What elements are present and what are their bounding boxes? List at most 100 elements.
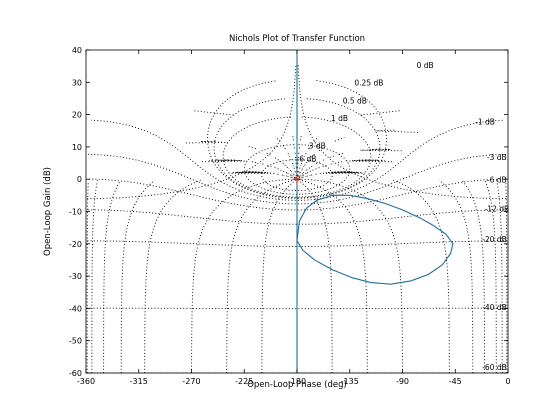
m-circle bbox=[207, 80, 387, 199]
n-contour bbox=[280, 161, 284, 165]
n-contour bbox=[318, 166, 321, 169]
grid-label: -1 dB bbox=[475, 117, 495, 126]
tick-layer: -360 -315 -270 -225 -180 -135 -90 -45 0 40 30 20 10 0… bbox=[69, 46, 511, 386]
x-tick-label: -180 bbox=[288, 377, 306, 386]
n-contour bbox=[259, 162, 264, 165]
grid-label: 1 dB bbox=[331, 114, 348, 123]
grid-label: -20 dB bbox=[482, 235, 507, 244]
n-contour bbox=[103, 180, 121, 374]
n-contour bbox=[248, 145, 256, 150]
n-contour bbox=[299, 169, 302, 174]
n-contour bbox=[311, 164, 315, 168]
n-contour bbox=[294, 169, 296, 173]
n-contour bbox=[322, 158, 327, 161]
n-contour bbox=[304, 161, 308, 166]
n-contour bbox=[194, 110, 234, 116]
grid-label: -40 dB bbox=[482, 303, 507, 312]
n-contour bbox=[279, 174, 283, 176]
grid-label: -60 dB bbox=[482, 363, 507, 372]
n-contour bbox=[298, 177, 303, 180]
n-contour bbox=[226, 178, 298, 374]
n-contour bbox=[360, 110, 400, 116]
n-contour bbox=[282, 145, 286, 150]
m-circle bbox=[86, 307, 508, 310]
chart-title: Nichols Plot of Transfer Function bbox=[229, 34, 365, 44]
n-contour bbox=[298, 175, 303, 179]
y-tick-label: 30 bbox=[72, 78, 82, 87]
n-contour bbox=[319, 171, 365, 175]
n-contour bbox=[308, 145, 312, 150]
n-contour bbox=[290, 171, 295, 175]
grid-label: 0.25 dB bbox=[354, 79, 383, 88]
x-tick-label: -315 bbox=[130, 377, 148, 386]
n-contour bbox=[229, 171, 275, 175]
n-contour bbox=[302, 176, 307, 178]
n-contour bbox=[288, 168, 292, 172]
x-tick-label: -45 bbox=[449, 377, 462, 386]
n-contour bbox=[293, 174, 297, 179]
n-contour bbox=[282, 170, 288, 174]
n-contour bbox=[300, 134, 302, 141]
y-tick-label: -40 bbox=[69, 304, 82, 313]
grid-label: 3 dB bbox=[309, 142, 326, 151]
n-contour bbox=[306, 167, 311, 171]
n-contour bbox=[318, 147, 324, 151]
y-tick-label: -20 bbox=[69, 240, 82, 249]
grid-label: 0.5 dB bbox=[343, 96, 367, 105]
n-contour bbox=[289, 156, 292, 161]
n-contour bbox=[330, 162, 335, 165]
n-contour bbox=[185, 140, 228, 144]
n-contour bbox=[296, 178, 368, 374]
n-contour bbox=[311, 174, 315, 176]
n-contour bbox=[302, 170, 307, 174]
grid-label: 0 dB bbox=[417, 61, 434, 70]
n-contour bbox=[495, 179, 503, 374]
x-tick-label: -270 bbox=[182, 377, 200, 386]
x-tick-label: 0 bbox=[505, 377, 510, 386]
n-contour bbox=[266, 152, 271, 156]
n-contour bbox=[460, 179, 485, 374]
n-contour bbox=[299, 173, 303, 177]
n-contour bbox=[311, 152, 317, 158]
grid-label: 6 dB bbox=[299, 154, 316, 163]
n-contour bbox=[287, 173, 292, 176]
x-axis-label: Open-Loop Phase (deg) bbox=[247, 380, 347, 390]
x-tick-label: -135 bbox=[341, 377, 359, 386]
n-contour bbox=[284, 164, 288, 169]
series-layer bbox=[293, 50, 454, 373]
n-contour bbox=[305, 151, 308, 155]
n-contour bbox=[292, 134, 294, 141]
y-tick-label: -30 bbox=[69, 272, 82, 281]
n-contour bbox=[273, 156, 279, 161]
n-contour bbox=[287, 176, 292, 178]
n-contour bbox=[306, 174, 311, 177]
series-line-1 bbox=[296, 194, 454, 285]
y-tick-label: -60 bbox=[69, 369, 82, 378]
n-contour bbox=[346, 159, 393, 163]
n-contour bbox=[297, 172, 300, 176]
n-contour bbox=[298, 169, 300, 173]
y-axis-label: Open-Loop Gain (dB) bbox=[43, 167, 53, 256]
n-contour bbox=[360, 148, 402, 152]
y-tick-label: 40 bbox=[72, 46, 82, 55]
n-contour bbox=[306, 170, 312, 174]
x-tick-label: -360 bbox=[77, 377, 95, 386]
n-contour bbox=[292, 164, 295, 169]
n-contour bbox=[286, 151, 289, 155]
x-tick-label: -225 bbox=[235, 377, 253, 386]
n-contour bbox=[91, 179, 99, 374]
n-contour bbox=[201, 159, 248, 163]
n-contour bbox=[299, 164, 302, 169]
n-contour bbox=[277, 168, 282, 171]
n-contour bbox=[266, 164, 272, 167]
n-contour bbox=[313, 136, 319, 142]
n-contour bbox=[315, 161, 321, 165]
n-contour bbox=[275, 136, 281, 142]
m-circle bbox=[87, 178, 507, 211]
n-contour bbox=[308, 158, 311, 161]
n-contour bbox=[302, 173, 307, 176]
n-contour bbox=[291, 161, 294, 165]
y-tick-label: 0 bbox=[77, 175, 82, 184]
